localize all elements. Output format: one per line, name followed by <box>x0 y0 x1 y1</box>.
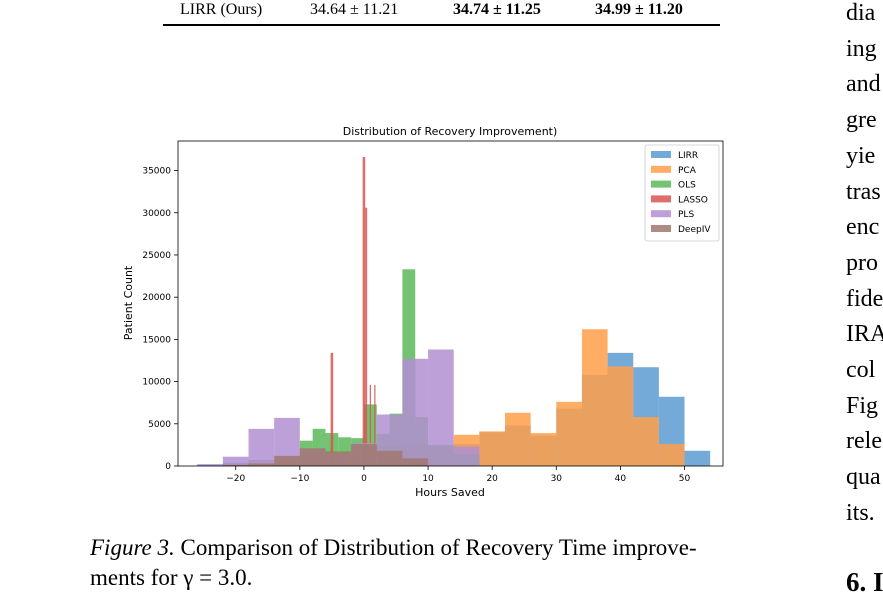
legend-swatch-ols <box>651 180 671 188</box>
legend-swatch-pls <box>651 210 671 218</box>
histogram-bar-pca <box>556 401 582 466</box>
y-tick-label: 0 <box>165 462 171 472</box>
legend-label: DeepIV <box>678 225 711 235</box>
right-column-line: gre <box>846 107 877 134</box>
legend-label: OLS <box>678 181 696 191</box>
results-table-row: LIRR (Ours) 34.64 ± 11.21 34.74 ± 11.25 … <box>163 0 720 24</box>
right-column-line: ing <box>846 35 877 62</box>
legend-label: LIRR <box>678 151 698 161</box>
right-column-line: rele <box>846 428 882 455</box>
histogram-bar-lasso <box>374 384 376 466</box>
chart-axes: −20 −10 0 10 20 30 40 50 0 5000 10000 15000 20000 250… <box>142 140 724 484</box>
histogram-bar-pls <box>428 349 454 466</box>
legend-label: LASSO <box>678 195 708 205</box>
y-tick-label: 30000 <box>142 209 171 219</box>
caption-line-1: Comparison of Distribution of Recovery T… <box>180 535 697 560</box>
histogram-bar-deepiv <box>325 451 352 466</box>
right-column-text: dia ing and gre yie tras enc pro fide IRA col Fig re… <box>846 0 883 540</box>
histogram-bar-deepiv <box>274 455 300 466</box>
legend-swatch-pca <box>651 165 671 173</box>
table-cell-value-1: 34.64 ± 11.21 <box>310 1 399 18</box>
y-tick-label: 10000 <box>142 378 171 388</box>
histogram-bar-pca <box>530 433 557 466</box>
histogram-bar-lasso <box>365 207 368 467</box>
right-column-line: its. <box>846 499 875 526</box>
x-tick-label: 20 <box>486 474 498 484</box>
table-bottom-rule <box>163 24 720 26</box>
y-tick-label: 20000 <box>142 293 171 303</box>
right-column-line: col <box>846 357 876 383</box>
histogram-bar-deepiv <box>376 450 403 466</box>
x-tick-label: 40 <box>615 474 627 484</box>
chart-title: Distribution of Recovery Improvement) <box>343 125 558 138</box>
legend-label: PLS <box>678 210 694 220</box>
plot-frame <box>177 140 724 467</box>
right-column-line: tras <box>846 178 881 205</box>
right-column-line: pro <box>846 249 878 276</box>
right-column-line: yie <box>846 142 876 169</box>
y-tick-label: 15000 <box>142 335 171 345</box>
histogram-bar-pls <box>453 446 480 466</box>
legend-swatch-lasso <box>651 195 671 203</box>
x-tick-label: −20 <box>226 474 245 484</box>
histogram-bar-lirr <box>684 450 711 466</box>
histogram-bar-pca <box>581 329 608 466</box>
histogram-bar-pca <box>479 431 505 466</box>
histogram-bar-pls <box>402 358 429 466</box>
histogram-bar-lasso <box>362 157 366 467</box>
y-tick-label: 5000 <box>148 420 171 430</box>
histogram-bar-pca <box>505 412 531 466</box>
x-axis-label: Hours Saved <box>415 486 485 499</box>
histogram-bar-deepiv <box>222 464 249 466</box>
right-column-line: and <box>846 71 881 98</box>
histogram-bar-pls <box>197 464 223 466</box>
recovery-histogram-chart: Distribution of Recovery Improvement) −2… <box>122 125 724 499</box>
table-cell-value-3: 34.99 ± 11.20 <box>595 1 683 18</box>
x-tick-label: 0 <box>361 474 367 484</box>
histogram-bars <box>197 157 711 467</box>
legend-swatch-deepiv <box>651 225 671 232</box>
section-heading: 6. I <box>846 567 883 597</box>
histogram-bar-lasso <box>369 384 371 466</box>
right-column-line: fide <box>846 285 883 312</box>
histogram-bar-pca <box>607 366 634 466</box>
right-column-line: qua <box>846 464 881 491</box>
histogram-bar-deepiv <box>299 448 326 466</box>
chart-legend: LIRR PCA OLS LASSO PLS DeepIV <box>644 144 720 242</box>
caption-line-2: ments for γ = 3.0. <box>90 565 253 590</box>
x-tick-label: −10 <box>290 474 309 484</box>
right-column-line: enc <box>846 214 880 241</box>
histogram-bar-lasso <box>330 352 334 466</box>
y-tick-label: 35000 <box>142 167 171 177</box>
histogram-bar-deepiv <box>248 463 275 466</box>
y-axis-label: Patient Count <box>122 265 135 340</box>
table-cell-method: LIRR (Ours) <box>180 1 263 18</box>
histogram-bar-deepiv <box>402 458 429 466</box>
right-column-line: Fig <box>846 392 879 419</box>
x-tick-label: 30 <box>551 474 563 484</box>
legend-label: PCA <box>678 166 697 176</box>
figure-caption: Figure 3. Comparison of Distribution of … <box>90 533 810 593</box>
x-tick-label: 50 <box>679 474 691 484</box>
legend-swatch-lirr <box>651 151 671 158</box>
figure-label: Figure 3. <box>90 535 175 560</box>
table-cell-value-2: 34.74 ± 11.25 <box>453 1 541 18</box>
y-tick-label: 25000 <box>142 251 171 261</box>
histogram-bar-deepiv <box>351 444 377 466</box>
x-tick-label: 10 <box>422 474 434 484</box>
right-column-line: IRA <box>846 321 883 348</box>
histogram-bar-pca <box>633 417 659 466</box>
right-column-line: dia <box>846 0 876 26</box>
histogram-bar-pls <box>222 456 249 466</box>
histogram-bar-pca <box>658 444 685 466</box>
histogram-bar-pls <box>248 428 275 466</box>
